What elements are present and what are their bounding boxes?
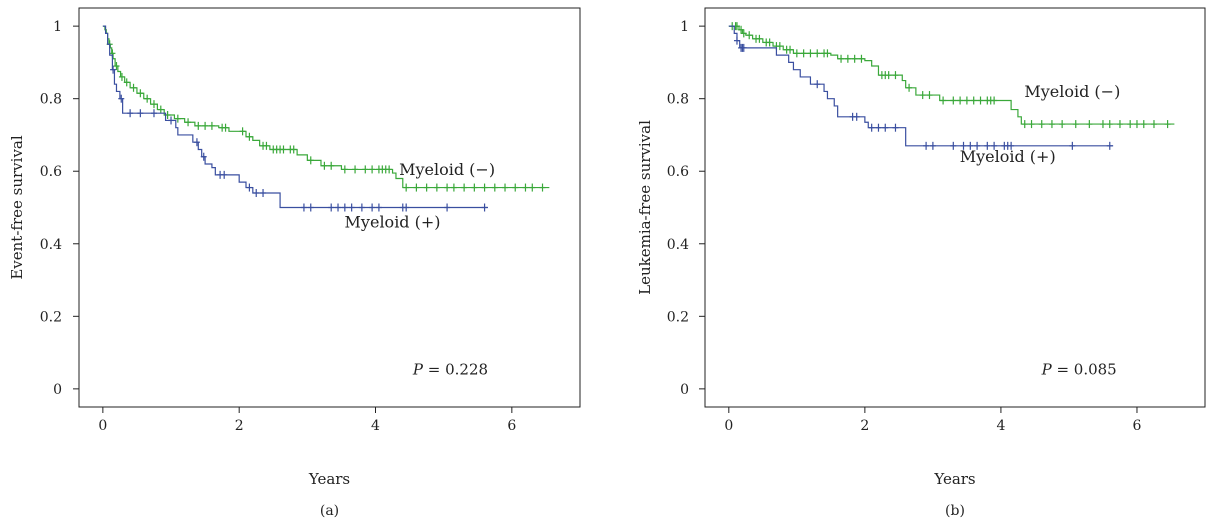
y-tick-label: 0	[680, 382, 689, 398]
y-axis-label: Leukemia-free survival	[636, 120, 654, 295]
panel-label: (a)	[320, 503, 339, 519]
y-tick-label: 1	[53, 19, 62, 35]
y-axis-label: Event-free survival	[8, 135, 26, 280]
x-tick-label: 6	[1133, 418, 1142, 434]
x-tick-label: 4	[996, 418, 1005, 434]
plot-frame-2	[704, 7, 1206, 408]
x-tick-label: 6	[507, 418, 516, 434]
p-value-symbol: P	[412, 360, 424, 378]
panel-label: (b)	[945, 503, 965, 519]
series-label: Myeloid (+)	[960, 147, 1056, 166]
y-tick-label: 0.2	[40, 309, 62, 325]
series-label: Myeloid (−)	[1024, 82, 1120, 101]
x-tick-label: 4	[371, 418, 380, 434]
y-tick-label: 0.6	[667, 164, 689, 180]
x-tick-label: 0	[98, 418, 107, 434]
series-label: Myeloid (−)	[399, 160, 495, 179]
y-tick-label: 0.4	[40, 237, 62, 253]
survival-curve-myeloid-pos	[102, 25, 488, 209]
p-value-annotation: P = 0.085	[1041, 360, 1117, 378]
plot-frame-1	[78, 7, 581, 408]
x-axis-label: Years	[308, 470, 350, 488]
survival-curve-myeloid-neg	[728, 25, 1175, 125]
x-axis-label: Years	[933, 470, 975, 488]
p-value-text: = 0.085	[1052, 360, 1117, 378]
x-tick-label: 0	[724, 418, 733, 434]
y-tick-label: 1	[680, 19, 689, 35]
p-value-annotation: P = 0.228	[412, 360, 488, 378]
y-tick-label: 0.8	[667, 92, 689, 108]
p-value-symbol: P	[1041, 360, 1053, 378]
y-tick-label: 0.4	[667, 237, 689, 253]
y-tick-label: 0	[53, 382, 62, 398]
x-tick-label: 2	[860, 418, 869, 434]
series-label: Myeloid (+)	[345, 212, 441, 231]
x-tick-label: 2	[235, 418, 244, 434]
p-value-text: = 0.228	[423, 360, 488, 378]
y-tick-label: 0.2	[667, 309, 689, 325]
y-tick-label: 0.8	[40, 92, 62, 108]
survival-curve-myeloid-neg	[102, 25, 550, 189]
y-tick-label: 0.6	[40, 164, 62, 180]
